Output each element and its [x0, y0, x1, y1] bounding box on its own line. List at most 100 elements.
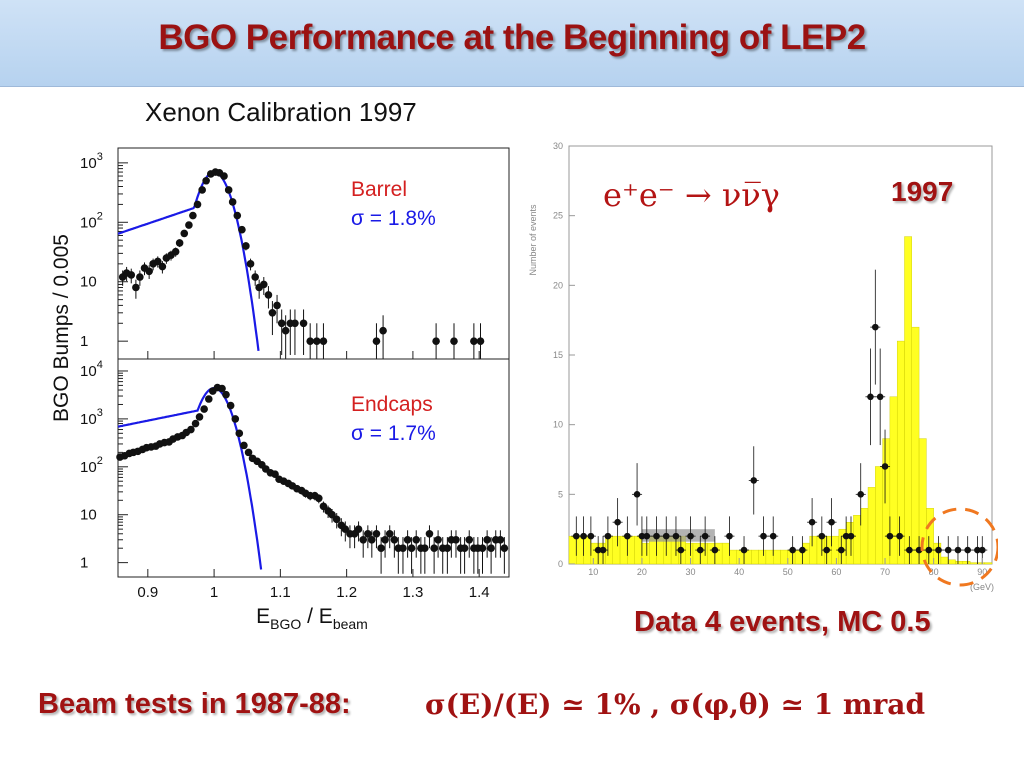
- endcaps-data-point: [425, 529, 434, 538]
- hist-data-point: [687, 532, 694, 540]
- endcaps-data-point: [452, 535, 460, 544]
- endcaps-data-point: [377, 544, 385, 553]
- histogram-x-axis-label: (GeV): [970, 582, 994, 592]
- hist-xtick-label-6: 70: [880, 567, 890, 577]
- barrel-data-point: [202, 176, 210, 185]
- left-xtick-label-2: 1.1: [270, 584, 291, 601]
- endcaps-data-point: [319, 502, 328, 511]
- mc-histogram-bar: [896, 340, 905, 565]
- endcaps-data-point: [328, 510, 336, 519]
- mc-histogram-bar: [926, 508, 934, 565]
- barrel-data-point: [273, 301, 281, 310]
- endcaps-data-point: [315, 494, 323, 503]
- endcaps-data-point: [385, 529, 394, 538]
- year-badge: 1997: [891, 176, 954, 207]
- hist-data-point: [808, 518, 816, 526]
- hist-data-point: [964, 546, 971, 554]
- endcaps-data-point: [354, 525, 363, 533]
- hist-ytick-label-3: 15: [553, 350, 563, 360]
- hist-xtick-label-8: 90: [977, 567, 987, 577]
- hist-data-point: [572, 532, 580, 540]
- mc-histogram-bar: [576, 535, 584, 565]
- high-energy-highlight-circle: [920, 507, 998, 587]
- barrel-data-point: [127, 271, 136, 279]
- barrel-ytick-label-2: 10: [80, 274, 97, 291]
- barrel-data-point: [432, 337, 440, 345]
- endcaps-data-point: [496, 535, 505, 544]
- barrel-data-point: [313, 337, 321, 345]
- hist-data-point: [580, 532, 587, 540]
- hist-data-point: [799, 546, 806, 554]
- mc-histogram-bar: [729, 549, 737, 565]
- mc-histogram-bar: [969, 562, 978, 565]
- endcaps-data-point: [226, 401, 235, 410]
- barrel-data-point: [136, 273, 144, 281]
- barrel-data-point: [251, 273, 259, 281]
- mc-histogram-bar: [583, 535, 592, 565]
- mc-histogram-bar: [845, 522, 854, 565]
- endcaps-data-point: [412, 535, 421, 544]
- title-banner: BGO Performance at the Beginning of LEP2: [0, 0, 1024, 87]
- endcaps-ytick-label-1: 103: [80, 407, 103, 428]
- histogram-y-axis-label: Number of events: [528, 204, 538, 276]
- endcaps-data-point: [381, 535, 389, 544]
- left-xtick-label-3: 1.2: [336, 584, 357, 601]
- endcaps-data-point: [191, 419, 200, 428]
- hist-data-point: [701, 532, 709, 540]
- hist-data-point: [599, 546, 607, 554]
- endcaps-frame: [117, 358, 510, 578]
- barrel-data-point: [185, 221, 193, 229]
- hist-data-point: [978, 546, 986, 554]
- barrel-data-point: [228, 198, 237, 206]
- mc-histogram-bar: [867, 487, 876, 565]
- endcaps-label: Endcaps: [351, 393, 433, 416]
- barrel-data-point: [268, 309, 277, 317]
- barrel-ytick-label-0: 103: [80, 151, 103, 172]
- hist-data-point: [624, 532, 631, 540]
- hist-data-point: [587, 532, 595, 540]
- barrel-data-point: [291, 319, 299, 328]
- barrel-data-point: [171, 247, 180, 256]
- left-x-axis-label: EBGO / Ebeam: [256, 605, 368, 632]
- barrel-data-point: [132, 283, 140, 292]
- barrel-data-point: [319, 337, 328, 345]
- mc-histogram-bar: [773, 549, 781, 565]
- endcaps-data-point: [187, 425, 195, 434]
- mc-histogram-bar: [940, 556, 949, 565]
- endcaps-data-point: [359, 535, 368, 544]
- endcaps-data-point: [487, 544, 495, 553]
- barrel-data-point: [379, 326, 387, 335]
- mc-histogram-bar: [780, 549, 788, 565]
- hist-data-point: [740, 546, 748, 554]
- mc-histogram-bar: [977, 562, 985, 565]
- mc-histogram-bar: [933, 542, 942, 565]
- barrel-data-point: [372, 337, 381, 345]
- mc-histogram-bar: [904, 236, 912, 565]
- barrel-data-point: [233, 211, 242, 220]
- hist-ytick-label-1: 5: [558, 489, 563, 499]
- hist-data-point: [604, 532, 612, 540]
- histogram-ticks: 0 5 10 15 20 25 30 10 20 30 40 50 60 70 80 90: [553, 141, 987, 577]
- endcaps-data-point: [399, 544, 407, 553]
- xlabel-e-bgo: E: [256, 605, 270, 628]
- mc-histogram-bar: [751, 549, 759, 565]
- endcaps-data-points: [116, 383, 509, 574]
- endcaps-data-point: [372, 529, 381, 538]
- mc-histogram-bar: [685, 542, 694, 565]
- mc-histogram-bar: [875, 466, 883, 565]
- endcaps-data-point: [204, 395, 213, 403]
- hist-ytick-label-6: 30: [553, 141, 563, 151]
- endcaps-fit-line: [117, 387, 263, 570]
- endcaps-sigma: σ = 1.7%: [351, 422, 436, 445]
- endcaps-data-point: [240, 441, 248, 450]
- left-x-axis-ticks: 0.9 1 1.1 1.2 1.3 1.4: [137, 584, 489, 601]
- hist-data-point: [653, 532, 660, 540]
- barrel-data-point: [246, 260, 255, 268]
- left-xtick-label-1: 1: [210, 584, 218, 601]
- barrel-data-point: [238, 225, 246, 234]
- barrel-data-point: [277, 319, 286, 328]
- xlabel-sub-bgo: BGO: [270, 616, 301, 632]
- hist-data-point: [944, 546, 952, 554]
- endcaps-data-point: [407, 544, 416, 553]
